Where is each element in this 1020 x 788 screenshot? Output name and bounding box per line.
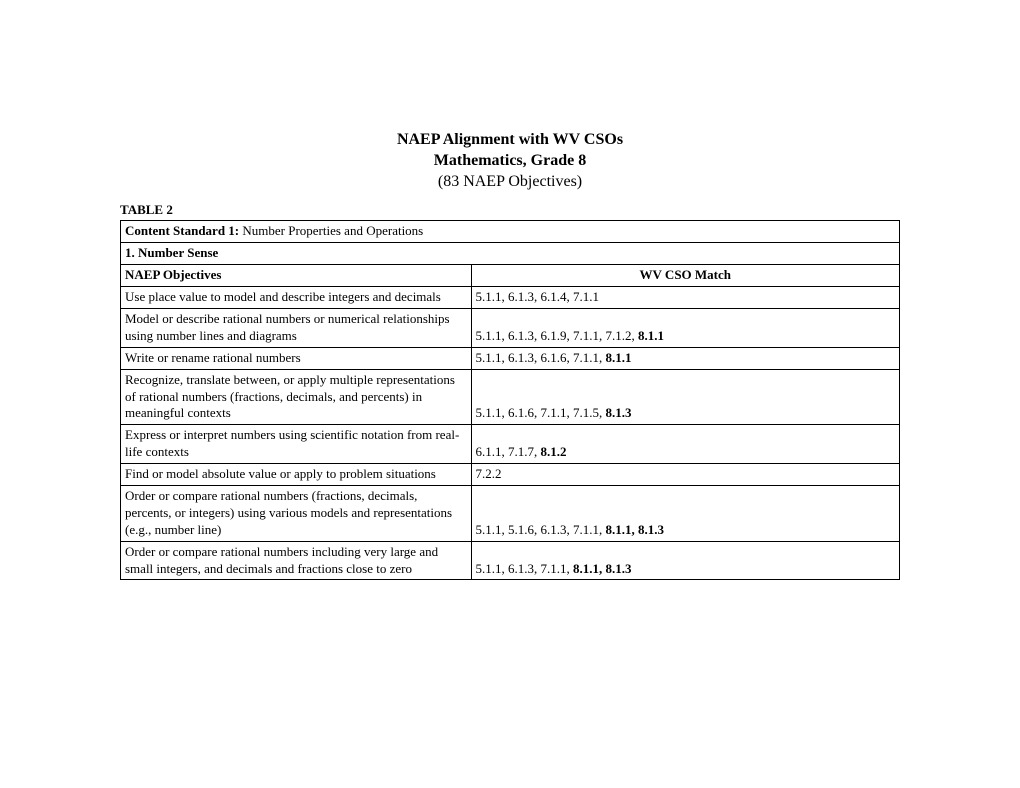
codes-cell: 5.1.1, 6.1.3, 6.1.9, 7.1.1, 7.1.2, 8.1.1 — [471, 308, 899, 347]
wv-header-cell: WV CSO Match — [471, 265, 899, 287]
codes-normal: 7.2.2 — [476, 466, 502, 481]
codes-normal: 5.1.1, 5.1.6, 6.1.3, 7.1.1, — [476, 522, 606, 537]
objective-cell: Order or compare rational numbers includ… — [121, 541, 472, 580]
codes-bold: 8.1.1, 8.1.3 — [573, 561, 632, 576]
codes-normal: 5.1.1, 6.1.3, 7.1.1, — [476, 561, 574, 576]
codes-cell: 5.1.1, 5.1.6, 6.1.3, 7.1.1, 8.1.1, 8.1.3 — [471, 485, 899, 541]
codes-bold: 8.1.1 — [638, 328, 664, 343]
codes-cell: 5.1.1, 6.1.3, 7.1.1, 8.1.1, 8.1.3 — [471, 541, 899, 580]
table-row: Find or model absolute value or apply to… — [121, 464, 900, 486]
column-header-row: NAEP Objectives WV CSO Match — [121, 265, 900, 287]
table-row: Recognize, translate between, or apply m… — [121, 369, 900, 425]
content-standard-prefix: Content Standard 1: — [125, 223, 239, 238]
codes-normal: 6.1.1, 7.1.7, — [476, 444, 541, 459]
objective-cell: Recognize, translate between, or apply m… — [121, 369, 472, 425]
objective-cell: Use place value to model and describe in… — [121, 287, 472, 309]
content-standard-row: Content Standard 1: Number Properties an… — [121, 221, 900, 243]
codes-cell: 6.1.1, 7.1.7, 8.1.2 — [471, 425, 899, 464]
codes-bold: 8.1.3 — [606, 405, 632, 420]
objective-cell: Order or compare rational numbers (fract… — [121, 485, 472, 541]
document-header: NAEP Alignment with WV CSOs Mathematics,… — [120, 130, 900, 192]
codes-normal: 5.1.1, 6.1.3, 6.1.4, 7.1.1 — [476, 289, 600, 304]
codes-normal: 5.1.1, 6.1.6, 7.1.1, 7.1.5, — [476, 405, 606, 420]
objective-cell: Express or interpret numbers using scien… — [121, 425, 472, 464]
codes-normal: 5.1.1, 6.1.3, 6.1.9, 7.1.1, 7.1.2, — [476, 328, 639, 343]
table-label: TABLE 2 — [120, 202, 900, 218]
codes-bold: 8.1.2 — [541, 444, 567, 459]
table-row: Write or rename rational numbers5.1.1, 6… — [121, 347, 900, 369]
table-row: Express or interpret numbers using scien… — [121, 425, 900, 464]
table-row: Use place value to model and describe in… — [121, 287, 900, 309]
codes-cell: 5.1.1, 6.1.6, 7.1.1, 7.1.5, 8.1.3 — [471, 369, 899, 425]
title-line-2: Mathematics, Grade 8 — [120, 151, 900, 172]
alignment-table: Content Standard 1: Number Properties an… — [120, 220, 900, 580]
table-row: Order or compare rational numbers includ… — [121, 541, 900, 580]
objective-cell: Find or model absolute value or apply to… — [121, 464, 472, 486]
section-row: 1. Number Sense — [121, 243, 900, 265]
table-row: Model or describe rational numbers or nu… — [121, 308, 900, 347]
section-cell: 1. Number Sense — [121, 243, 900, 265]
subtitle-line: (83 NAEP Objectives) — [120, 172, 900, 193]
table-row: Order or compare rational numbers (fract… — [121, 485, 900, 541]
naep-header-cell: NAEP Objectives — [121, 265, 472, 287]
codes-bold: 8.1.1 — [606, 350, 632, 365]
content-standard-text: Number Properties and Operations — [239, 223, 423, 238]
codes-normal: 5.1.1, 6.1.3, 6.1.6, 7.1.1, — [476, 350, 606, 365]
objective-cell: Write or rename rational numbers — [121, 347, 472, 369]
title-line-1: NAEP Alignment with WV CSOs — [120, 130, 900, 151]
codes-bold: 8.1.1, 8.1.3 — [606, 522, 665, 537]
codes-cell: 7.2.2 — [471, 464, 899, 486]
codes-cell: 5.1.1, 6.1.3, 6.1.4, 7.1.1 — [471, 287, 899, 309]
objective-cell: Model or describe rational numbers or nu… — [121, 308, 472, 347]
content-standard-cell: Content Standard 1: Number Properties an… — [121, 221, 900, 243]
codes-cell: 5.1.1, 6.1.3, 6.1.6, 7.1.1, 8.1.1 — [471, 347, 899, 369]
